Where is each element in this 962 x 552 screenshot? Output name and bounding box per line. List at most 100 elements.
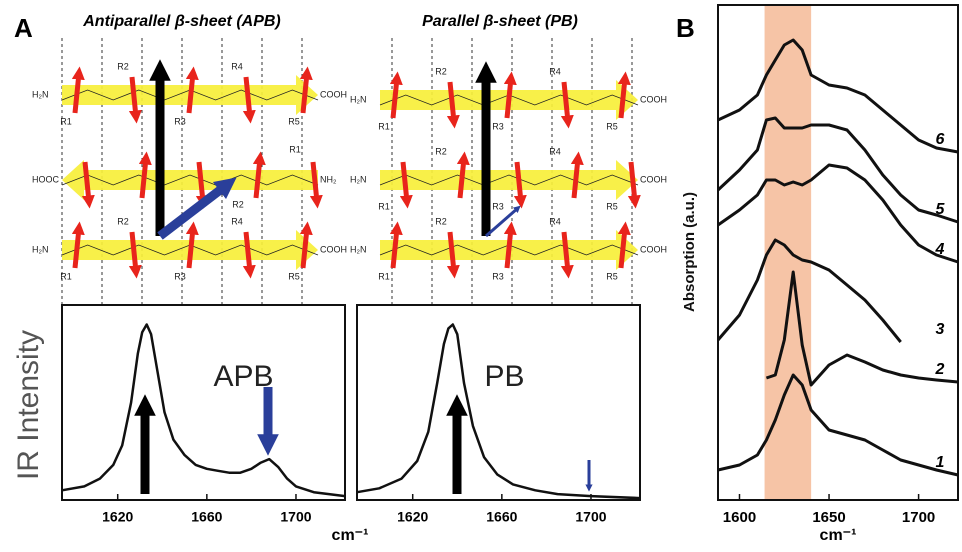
- net-dipole: [157, 177, 237, 240]
- y-axis-label: IR Intensity: [12, 330, 45, 480]
- side-chain-label: R1: [289, 144, 301, 154]
- dipole-arrow: [617, 221, 631, 269]
- spectrum-line: [717, 38, 959, 154]
- x-tick-label: 1700: [575, 509, 606, 525]
- terminal-label: COOH: [320, 89, 347, 99]
- terminal-label: H₂N: [350, 94, 367, 104]
- terminal-label: H₂N: [350, 244, 367, 254]
- side-chain-label: R4: [549, 216, 561, 226]
- backbone: [61, 174, 319, 186]
- side-chain-label: R1: [60, 271, 72, 281]
- terminal-label: COOH: [640, 94, 667, 104]
- plot-frame: [717, 4, 959, 501]
- dipole-arrow: [299, 221, 313, 269]
- dipole-arrow: [242, 76, 256, 124]
- backbone: [379, 174, 639, 186]
- terminal-label: NH₂: [320, 174, 337, 184]
- side-chain-label: R2: [232, 199, 244, 209]
- terminal-label: H₂N: [350, 174, 367, 184]
- series-label: 6: [936, 131, 945, 148]
- side-chain-label: R1: [378, 201, 390, 211]
- side-chain-label: R5: [606, 201, 618, 211]
- dipole-arrow: [242, 231, 256, 279]
- x-tick-label: 1660: [486, 509, 517, 525]
- side-chain-label: R5: [288, 116, 300, 126]
- x-tick-label: 1660: [191, 509, 222, 525]
- dipole-arrow: [185, 221, 199, 269]
- dipole-arrow: [617, 71, 631, 119]
- strand-arrow: [62, 160, 318, 200]
- side-chain-label: R5: [606, 121, 618, 131]
- dipole-arrow: [185, 66, 199, 114]
- terminal-label: COOH: [640, 174, 667, 184]
- spectrum-line: [717, 373, 959, 477]
- side-chain-label: R3: [174, 271, 186, 281]
- dipole-arrow: [399, 161, 413, 209]
- dipole-arrow: [71, 221, 85, 269]
- panel-label: B: [676, 13, 695, 43]
- spectrum-line: [717, 163, 959, 264]
- side-chain-label: R4: [549, 146, 561, 156]
- dipole-arrow: [513, 161, 527, 209]
- dipole-arrow: [560, 231, 574, 279]
- side-chain-label: R1: [378, 271, 390, 281]
- plot-frame: [356, 304, 641, 501]
- net-dipole: [485, 205, 521, 238]
- series-label: PB: [484, 360, 524, 393]
- series-label: 5: [936, 201, 946, 218]
- dipole-arrow: [81, 161, 95, 209]
- dipole-arrow: [71, 66, 85, 114]
- side-chain-label: R4: [231, 216, 243, 226]
- side-chain-label: R4: [549, 66, 561, 76]
- side-chain-label: R2: [117, 61, 129, 71]
- dipole-arrow: [299, 66, 313, 114]
- series-label: 1: [936, 454, 945, 471]
- side-chain-label: R3: [492, 271, 504, 281]
- side-chain-label: R2: [117, 216, 129, 226]
- side-chain-label: R2: [435, 66, 447, 76]
- dipole-arrow: [446, 81, 460, 129]
- x-tick-label: 1700: [902, 509, 935, 526]
- dipole-arrow: [570, 151, 584, 199]
- side-chain-label: R2: [435, 146, 447, 156]
- dipole-arrow: [389, 221, 403, 269]
- series-label: 4: [935, 241, 945, 258]
- dipole-arrow: [456, 151, 470, 199]
- side-chain-label: R4: [231, 61, 243, 71]
- side-chain-label: R2: [435, 216, 447, 226]
- x-tick-label: 1650: [812, 509, 845, 526]
- dipole-arrow: [128, 231, 142, 279]
- series-label: 2: [935, 361, 945, 378]
- dipole-arrow: [560, 81, 574, 129]
- side-chain-label: R5: [606, 271, 618, 281]
- dipole-arrow: [389, 71, 403, 119]
- spectrum-line: [716, 238, 902, 343]
- spectrum-line: [356, 323, 641, 500]
- side-chain-label: R1: [60, 116, 72, 126]
- diagram-title: Parallel β-sheet (PB): [422, 13, 578, 30]
- x-tick-label: 1620: [397, 509, 428, 525]
- series-label: 3: [936, 321, 945, 338]
- spectrum-line: [765, 270, 959, 387]
- x-axis-label: cm⁻¹: [332, 527, 369, 544]
- side-chain-label: R1: [378, 121, 390, 131]
- dipole-arrow: [446, 231, 460, 279]
- panel-label: A: [14, 13, 33, 43]
- spectrum-line: [61, 323, 346, 498]
- dipole-arrow: [195, 161, 209, 209]
- dipole-arrow: [503, 71, 517, 119]
- x-tick-label: 1620: [102, 509, 133, 525]
- dipole-arrow: [138, 151, 152, 199]
- terminal-label: H₂N: [32, 89, 49, 99]
- spectrum-line: [716, 116, 959, 224]
- x-tick-label: 1700: [280, 509, 311, 525]
- x-tick-label: 1600: [723, 509, 756, 526]
- dipole-arrow: [252, 151, 266, 199]
- y-axis-label: Absorption (a.u.): [681, 192, 698, 312]
- plot-frame: [61, 304, 346, 501]
- terminal-label: HOOC: [32, 174, 60, 184]
- side-chain-label: R3: [492, 121, 504, 131]
- side-chain-label: R3: [174, 116, 186, 126]
- diagram-title: Antiparallel β-sheet (APB): [82, 13, 281, 30]
